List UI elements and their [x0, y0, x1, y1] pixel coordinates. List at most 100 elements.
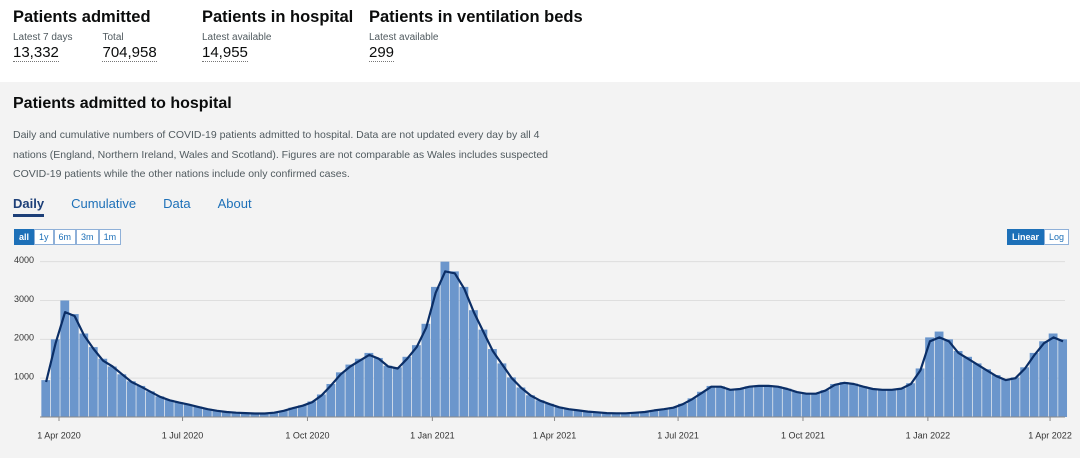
- x-tick-label: 1 Jan 2022: [906, 430, 951, 440]
- bar: [450, 271, 459, 417]
- tab[interactable]: Cumulative: [71, 196, 137, 211]
- card-items: Latest available 14,955: [202, 32, 353, 62]
- range-buttons: all 1y 6m 3m 1m: [14, 229, 122, 245]
- range-button[interactable]: 3m: [76, 229, 99, 245]
- bar: [526, 395, 535, 417]
- bar: [697, 391, 706, 417]
- bar: [316, 394, 326, 417]
- bar: [107, 366, 117, 417]
- bar: [1058, 339, 1068, 417]
- bar: [183, 404, 193, 417]
- stat-item: Latest available 299: [369, 32, 439, 62]
- scale-button[interactable]: Log: [1044, 229, 1070, 245]
- bar: [991, 375, 1001, 417]
- chart: 1000 2000 3000 4000 1 Apr 2020 1 Jul 2020 1 Oc…: [14, 255, 1072, 440]
- stat-card: Patients admitted Latest 7 days 13,332 Tota…: [13, 8, 157, 62]
- bar: [1048, 333, 1058, 417]
- tab[interactable]: Data: [163, 196, 191, 211]
- stat-label: Total: [102, 32, 124, 43]
- bar: [611, 413, 621, 417]
- bar: [421, 323, 431, 417]
- stat-item: Latest available 14,955: [202, 32, 272, 62]
- bar: [659, 409, 668, 417]
- stat-value[interactable]: 14,955: [202, 44, 248, 62]
- y-tick-label: 3000: [14, 294, 34, 304]
- scale-button[interactable]: Linear: [1007, 229, 1045, 245]
- section-title: Patients admitted to hospital: [13, 95, 232, 112]
- bar: [915, 368, 925, 417]
- bar: [744, 386, 754, 417]
- bar: [126, 381, 136, 417]
- x-tick-label: 1 Jul 2021: [657, 430, 699, 440]
- range-button[interactable]: all: [14, 229, 35, 245]
- stat-value[interactable]: 13,332: [13, 44, 59, 62]
- bar: [621, 413, 630, 417]
- bar: [79, 333, 89, 417]
- description: Daily and cumulative numbers of COVID-19…: [13, 129, 549, 180]
- bar: [564, 409, 573, 417]
- bar: [288, 407, 298, 417]
- card-items: Latest 7 days 13,332 Total 704,958: [13, 32, 157, 62]
- y-tick-label: 4000: [14, 255, 34, 265]
- bar: [668, 407, 678, 417]
- bar: [1001, 378, 1010, 417]
- bar: [535, 400, 545, 417]
- bar: [269, 412, 279, 417]
- bar: [735, 388, 744, 417]
- stat-item: Latest 7 days 13,332: [13, 32, 72, 62]
- bar: [136, 385, 146, 417]
- range-button[interactable]: 6m: [53, 229, 77, 245]
- bar: [373, 357, 383, 417]
- bar: [773, 386, 782, 417]
- x-tick-label: 1 Apr 2021: [533, 430, 577, 440]
- bar: [202, 408, 212, 417]
- stat-value[interactable]: 704,958: [102, 44, 157, 62]
- bar: [240, 412, 250, 417]
- scale-buttons: Linear Log: [1007, 229, 1070, 245]
- tab[interactable]: About: [217, 196, 252, 211]
- tab[interactable]: Daily: [13, 196, 45, 217]
- bar: [925, 337, 934, 417]
- bar: [944, 339, 953, 417]
- bar: [297, 405, 307, 417]
- bar: [440, 261, 450, 417]
- bar: [41, 380, 51, 417]
- tabs: Daily Cumulative Data About: [13, 196, 252, 217]
- stat-label: Latest available: [202, 32, 272, 43]
- bar: [335, 372, 345, 417]
- stat-value[interactable]: 299: [369, 44, 395, 62]
- bar: [725, 389, 735, 417]
- bar: [573, 410, 583, 417]
- range-button[interactable]: 1y: [34, 229, 54, 245]
- bar: [60, 300, 70, 417]
- bar: [887, 389, 896, 417]
- bar: [839, 382, 849, 417]
- x-tick-label: 1 Oct 2020: [285, 430, 329, 440]
- bar: [259, 413, 269, 417]
- stat-card: Patients in hospital Latest available 14,9…: [202, 8, 353, 62]
- bar: [1020, 367, 1030, 417]
- y-tick-label: 2000: [14, 333, 34, 343]
- bar: [326, 383, 336, 417]
- stat-label: Latest available: [369, 32, 439, 43]
- bar: [583, 411, 592, 417]
- bar: [792, 391, 801, 417]
- bar: [402, 356, 412, 417]
- bar: [345, 364, 355, 417]
- bar: [383, 365, 393, 417]
- bar: [630, 412, 640, 417]
- bar: [411, 345, 421, 417]
- bar: [364, 352, 374, 417]
- bar: [953, 350, 963, 417]
- bar: [497, 363, 507, 417]
- bar: [754, 385, 763, 417]
- summary-bar: Patients admitted Latest 7 days 13,332 Tota…: [0, 0, 1080, 82]
- bar: [354, 358, 364, 417]
- bar: [50, 339, 60, 417]
- bar: [88, 347, 98, 417]
- bar: [868, 388, 877, 417]
- bar: [98, 358, 108, 417]
- bar: [706, 385, 716, 417]
- range-button[interactable]: 1m: [98, 229, 122, 245]
